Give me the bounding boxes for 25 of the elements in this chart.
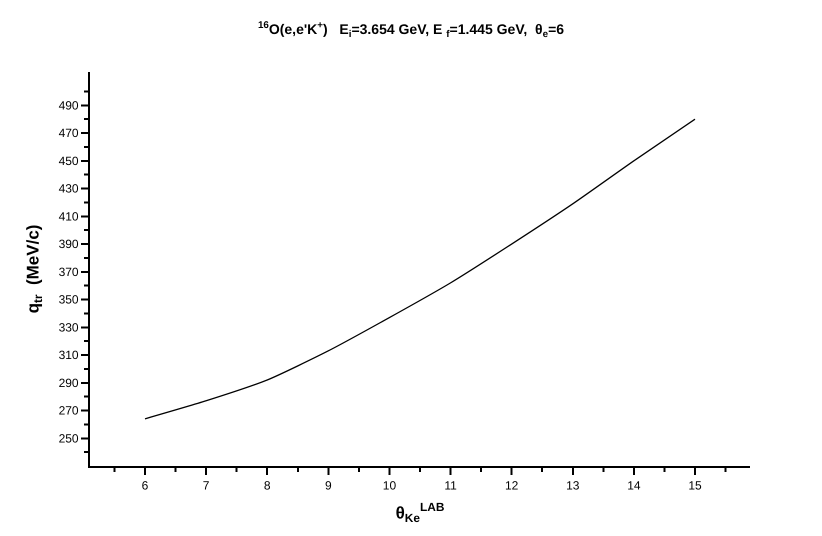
x-tick-label: 11 — [444, 478, 458, 492]
x-tick-label: 13 — [566, 478, 580, 492]
y-tick-label: 390 — [58, 237, 79, 252]
y-tick-label: 410 — [58, 209, 79, 224]
x-tick-label: 12 — [504, 478, 519, 492]
y-tick-label: 450 — [58, 154, 79, 168]
y-tick-label: 270 — [58, 404, 79, 418]
y-tick-label: 250 — [58, 431, 79, 446]
x-tick-label: 9 — [324, 478, 332, 492]
y-tick-label: 370 — [58, 264, 79, 279]
y-tick-label: 430 — [58, 182, 79, 196]
y-tick-label: 350 — [58, 292, 79, 307]
y-tick-label: 330 — [58, 320, 79, 334]
x-tick-label: 6 — [142, 478, 149, 492]
y-tick-label: 470 — [58, 126, 79, 140]
chart-title: $^{16}$O(e,e'K$^{+}$) E$_{i}$=3.654 GeV, E $_{f}$=1.445 GeV, θ$_{e}$=6 — [258, 20, 564, 40]
x-tick-label: 8 — [264, 478, 271, 492]
y-tick-label: 310 — [58, 348, 79, 362]
x-tick-label: 7 — [202, 478, 210, 492]
x-tick-label: 14 — [627, 478, 641, 492]
y-tick-label: 290 — [58, 376, 79, 390]
x-tick-label: 15 — [688, 478, 702, 492]
x-tick-label: 10 — [382, 478, 396, 492]
line-series — [144, 118, 696, 420]
y-tick-label: 490 — [58, 98, 79, 112]
